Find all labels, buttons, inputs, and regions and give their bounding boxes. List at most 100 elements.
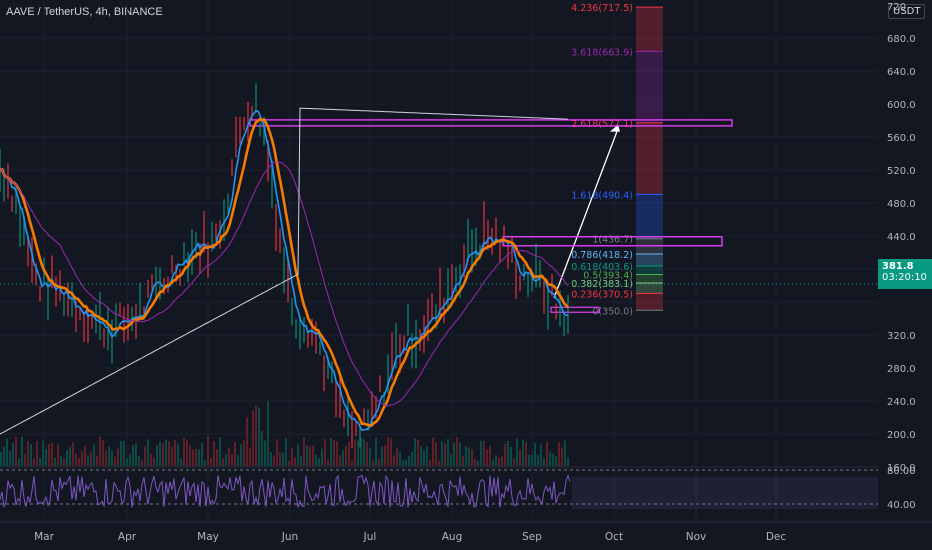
volume-bar bbox=[225, 453, 227, 466]
volume-bar bbox=[18, 458, 20, 466]
volume-bar bbox=[372, 460, 374, 466]
volume-bar bbox=[186, 440, 188, 466]
volume-bar bbox=[210, 457, 212, 466]
fib-band bbox=[636, 253, 663, 267]
volume-bar bbox=[339, 455, 341, 466]
price-axis-label: 680.0 bbox=[887, 34, 916, 45]
volume-bar bbox=[264, 440, 266, 466]
fib-level-label: 3.618(663.9) bbox=[571, 47, 633, 58]
volume-bar bbox=[0, 452, 2, 466]
volume-bar bbox=[294, 457, 296, 466]
volume-bar bbox=[228, 447, 230, 466]
volume-bar bbox=[453, 442, 455, 466]
fib-level-label: 4.236(717.5) bbox=[571, 3, 633, 14]
volume-bar bbox=[399, 452, 401, 466]
volume-bar bbox=[90, 452, 92, 466]
volume-bar bbox=[243, 440, 245, 466]
volume-bar bbox=[258, 407, 260, 466]
volume-bar bbox=[456, 437, 458, 466]
volume-bar bbox=[30, 444, 32, 466]
volume-bar bbox=[387, 436, 389, 466]
price-axis-label: 640.0 bbox=[887, 67, 916, 78]
volume-bar bbox=[540, 444, 542, 466]
volume-bar bbox=[510, 446, 512, 466]
volume-bar bbox=[45, 449, 47, 466]
current-price-tag: 381.8 03:20:10 bbox=[878, 259, 932, 289]
volume-bar bbox=[531, 454, 533, 466]
volume-bar bbox=[192, 449, 194, 466]
volume-bar bbox=[330, 437, 332, 466]
volume-bar bbox=[327, 459, 329, 466]
volume-bar bbox=[42, 440, 44, 466]
volume-bar bbox=[432, 437, 434, 466]
volume-bar bbox=[285, 438, 287, 466]
volume-bar bbox=[117, 448, 119, 466]
price-axis-label: 440.0 bbox=[887, 232, 916, 243]
volume-bar bbox=[276, 439, 278, 466]
volume-bar bbox=[54, 457, 56, 466]
fib-level-label: 1.618(490.4) bbox=[571, 190, 633, 201]
volume-bar bbox=[561, 447, 563, 466]
ma-purple bbox=[0, 161, 569, 407]
volume-bar bbox=[492, 459, 494, 466]
volume-bar bbox=[138, 456, 140, 466]
volume-bar bbox=[402, 460, 404, 466]
rsi-axis-label: 40.00 bbox=[887, 500, 916, 511]
volume-bar bbox=[441, 441, 443, 466]
current-price-value: 381.8 bbox=[882, 261, 914, 272]
time-axis-label: Oct bbox=[605, 531, 623, 543]
fib-band bbox=[636, 194, 663, 239]
time-axis-label: Jun bbox=[281, 531, 298, 543]
volume-bar bbox=[66, 450, 68, 466]
volume-bar bbox=[450, 454, 452, 466]
volume-bar bbox=[207, 436, 209, 466]
volume-bar bbox=[114, 456, 116, 466]
time-axis-label: Dec bbox=[766, 531, 787, 543]
volume-bar bbox=[129, 454, 131, 466]
volume-bar bbox=[33, 458, 35, 466]
price-axis-label: 160.0 bbox=[887, 463, 916, 474]
fib-band bbox=[636, 293, 663, 311]
volume-bar bbox=[483, 440, 485, 466]
time-axis-label: May bbox=[197, 531, 219, 543]
volume-bar bbox=[240, 444, 242, 466]
time-axis-label: Aug bbox=[442, 531, 463, 543]
volume-bar bbox=[93, 444, 95, 466]
volume-bar bbox=[528, 454, 530, 466]
volume-bar bbox=[366, 441, 368, 466]
volume-bar bbox=[474, 458, 476, 466]
volume-bar bbox=[558, 441, 560, 466]
volume-bar bbox=[504, 444, 506, 466]
volume-bar bbox=[486, 449, 488, 466]
volume-bar bbox=[60, 455, 62, 466]
volume-bar bbox=[549, 451, 551, 466]
volume-bar bbox=[468, 447, 470, 466]
volume-bar bbox=[273, 455, 275, 466]
chart-title: AAVE / TetherUS, 4h, BINANCE bbox=[6, 6, 163, 18]
support-zone bbox=[550, 306, 600, 313]
volume-bar bbox=[87, 455, 89, 466]
price-axis-label: 320.0 bbox=[887, 331, 916, 342]
volume-bar bbox=[156, 444, 158, 466]
volume-bar bbox=[63, 458, 65, 466]
volume-bar bbox=[513, 458, 515, 466]
volume-bar bbox=[351, 460, 353, 466]
volume-bar bbox=[354, 439, 356, 466]
volume-bar bbox=[333, 440, 335, 466]
volume-bar bbox=[153, 457, 155, 466]
volume-bar bbox=[435, 442, 437, 466]
volume-bar bbox=[507, 440, 509, 466]
ma-200 bbox=[0, 107, 569, 435]
currency-badge[interactable]: USDT bbox=[888, 4, 926, 19]
volume-bar bbox=[27, 441, 29, 466]
fib-level-label: 0(350.0) bbox=[592, 306, 633, 317]
time-axis-label: Jul bbox=[363, 531, 377, 543]
price-series bbox=[0, 83, 878, 448]
volume-bar bbox=[216, 449, 218, 466]
volume-bar bbox=[141, 460, 143, 466]
price-axis-label: 560.0 bbox=[887, 133, 916, 144]
volume-bar bbox=[288, 460, 290, 466]
volume-bar bbox=[516, 438, 518, 466]
